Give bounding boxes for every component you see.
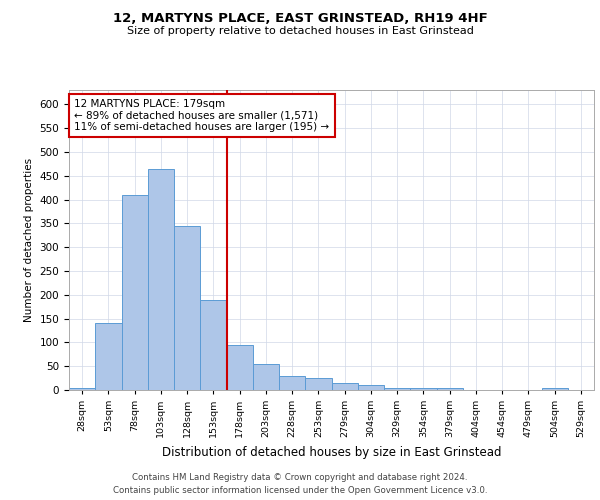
Text: Contains public sector information licensed under the Open Government Licence v3: Contains public sector information licen… [113, 486, 487, 495]
Bar [437, 388, 463, 390]
Y-axis label: Number of detached properties: Number of detached properties [24, 158, 34, 322]
Bar [148, 168, 174, 390]
Bar [305, 378, 331, 390]
Bar [69, 388, 95, 390]
X-axis label: Distribution of detached houses by size in East Grinstead: Distribution of detached houses by size … [162, 446, 501, 458]
Bar [358, 385, 384, 390]
Bar [279, 376, 305, 390]
Bar [200, 300, 227, 390]
Bar [227, 345, 253, 390]
Bar [410, 388, 437, 390]
Text: 12, MARTYNS PLACE, EAST GRINSTEAD, RH19 4HF: 12, MARTYNS PLACE, EAST GRINSTEAD, RH19 … [113, 12, 487, 26]
Bar [384, 388, 410, 390]
Bar [542, 388, 568, 390]
Bar [331, 383, 358, 390]
Text: 12 MARTYNS PLACE: 179sqm
← 89% of detached houses are smaller (1,571)
11% of sem: 12 MARTYNS PLACE: 179sqm ← 89% of detach… [74, 99, 329, 132]
Text: Size of property relative to detached houses in East Grinstead: Size of property relative to detached ho… [127, 26, 473, 36]
Text: Contains HM Land Registry data © Crown copyright and database right 2024.: Contains HM Land Registry data © Crown c… [132, 472, 468, 482]
Bar [253, 364, 279, 390]
Bar [121, 195, 148, 390]
Bar [95, 324, 121, 390]
Bar [174, 226, 200, 390]
